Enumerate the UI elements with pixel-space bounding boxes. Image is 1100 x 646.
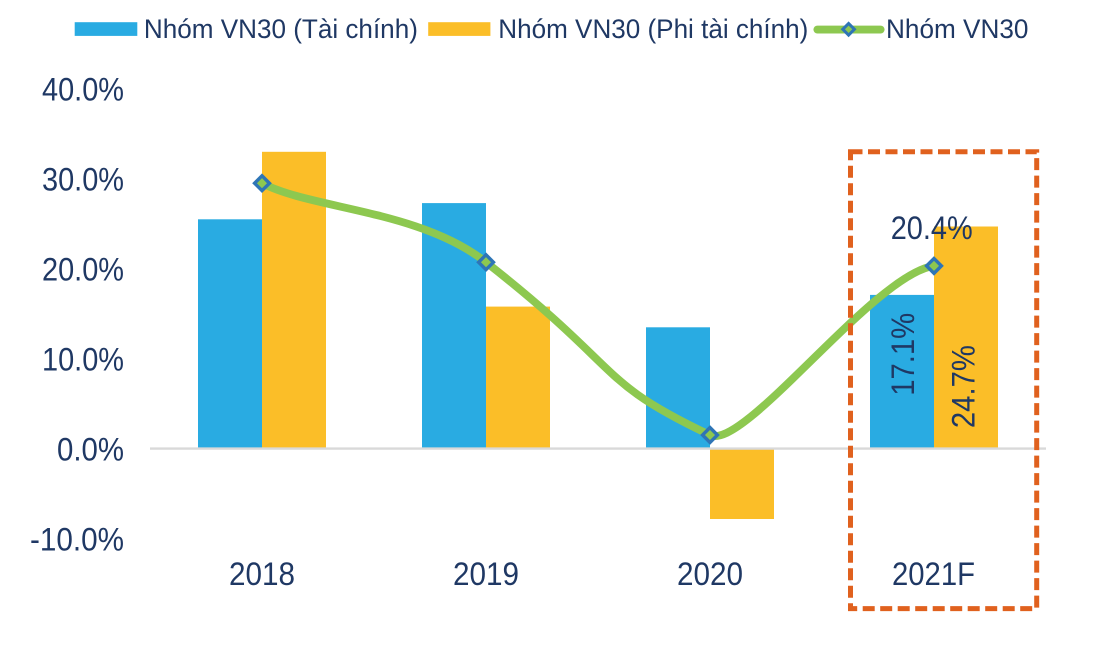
svg-text:20.4%: 20.4%	[891, 210, 973, 246]
svg-text:2020: 2020	[677, 556, 743, 592]
svg-text:Nhóm VN30: Nhóm VN30	[886, 14, 1029, 44]
svg-text:17.1%: 17.1%	[885, 313, 921, 396]
svg-text:Nhóm VN30 (Phi tài chính): Nhóm VN30 (Phi tài chính)	[498, 14, 808, 44]
svg-text:0.0%: 0.0%	[57, 431, 124, 467]
svg-text:20.0%: 20.0%	[42, 251, 124, 287]
svg-text:30.0%: 30.0%	[42, 161, 124, 197]
svg-text:2018: 2018	[229, 556, 295, 592]
svg-text:40.0%: 40.0%	[42, 71, 124, 107]
svg-text:Nhóm VN30 (Tài chính): Nhóm VN30 (Tài chính)	[144, 14, 418, 44]
svg-text:2021F: 2021F	[892, 556, 975, 592]
svg-text:24.7%: 24.7%	[946, 345, 982, 428]
svg-text:2019: 2019	[453, 556, 519, 592]
svg-text:-10.0%: -10.0%	[30, 521, 124, 557]
svg-text:10.0%: 10.0%	[42, 341, 124, 377]
